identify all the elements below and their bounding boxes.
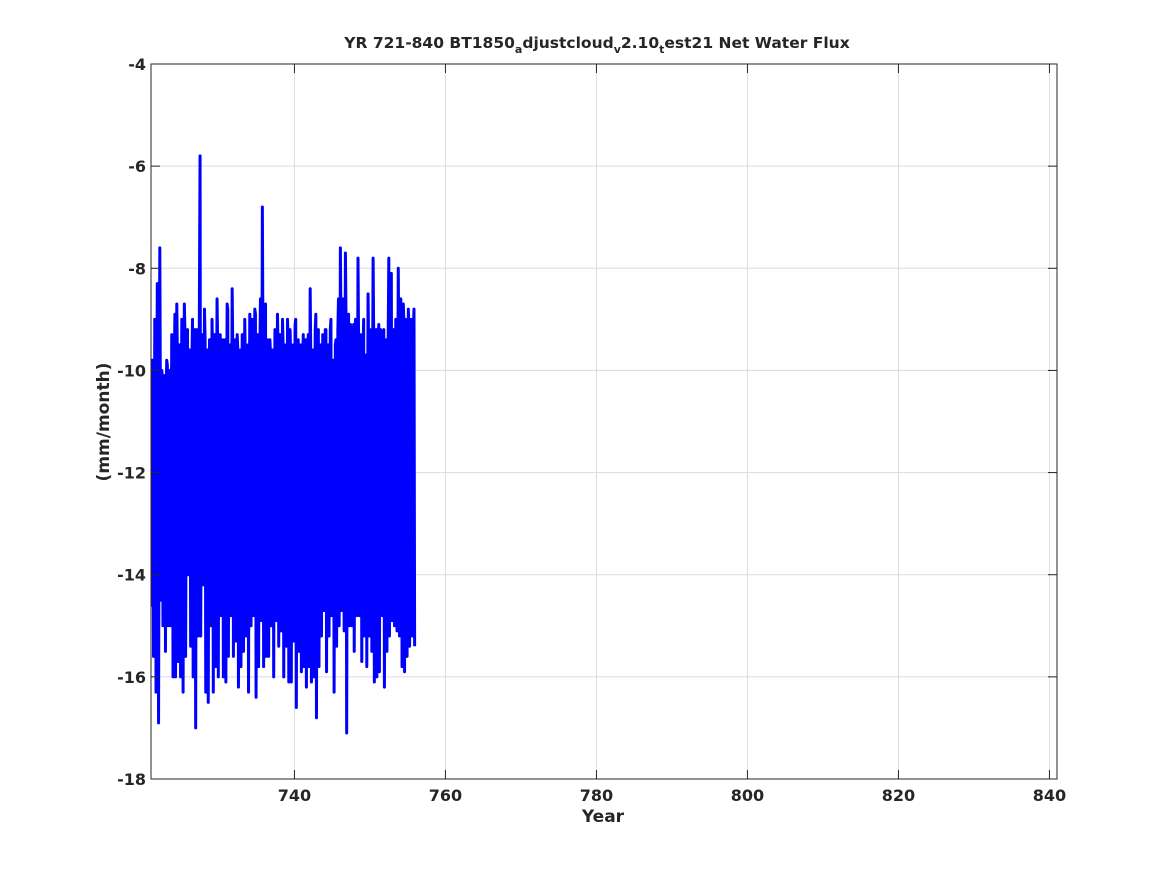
axes-box [150, 63, 1058, 780]
y-axis: -4 -6 -8 -10 -12 -14 -16 -18 [117, 55, 1057, 789]
y-tick-label: -6 [128, 157, 146, 176]
y-tick-label: -12 [117, 464, 146, 483]
x-tick-label: 840 [1033, 786, 1066, 805]
chart-title: YR 721-840 BT1850adjustcloudv2.10test21 … [343, 34, 849, 56]
y-tick-label: -4 [128, 55, 146, 74]
x-tick-label: 760 [429, 786, 462, 805]
y-axis-label: (mm/month) [94, 363, 114, 482]
x-tick-label: 820 [882, 786, 915, 805]
series-line [151, 154, 417, 735]
x-tick-label: 740 [278, 786, 311, 805]
y-tick-label: -16 [117, 668, 146, 687]
y-tick-label: -14 [117, 566, 146, 585]
data-layer [151, 154, 417, 735]
x-tick-label: 800 [731, 786, 764, 805]
x-axis: 740 760 780 800 820 840 [278, 64, 1066, 805]
y-tick-label: -10 [117, 361, 146, 380]
y-tick-label: -18 [117, 770, 146, 789]
x-axis-label: Year [581, 807, 625, 827]
x-tick-label: 780 [580, 786, 613, 805]
y-tick-label: -8 [128, 259, 146, 278]
